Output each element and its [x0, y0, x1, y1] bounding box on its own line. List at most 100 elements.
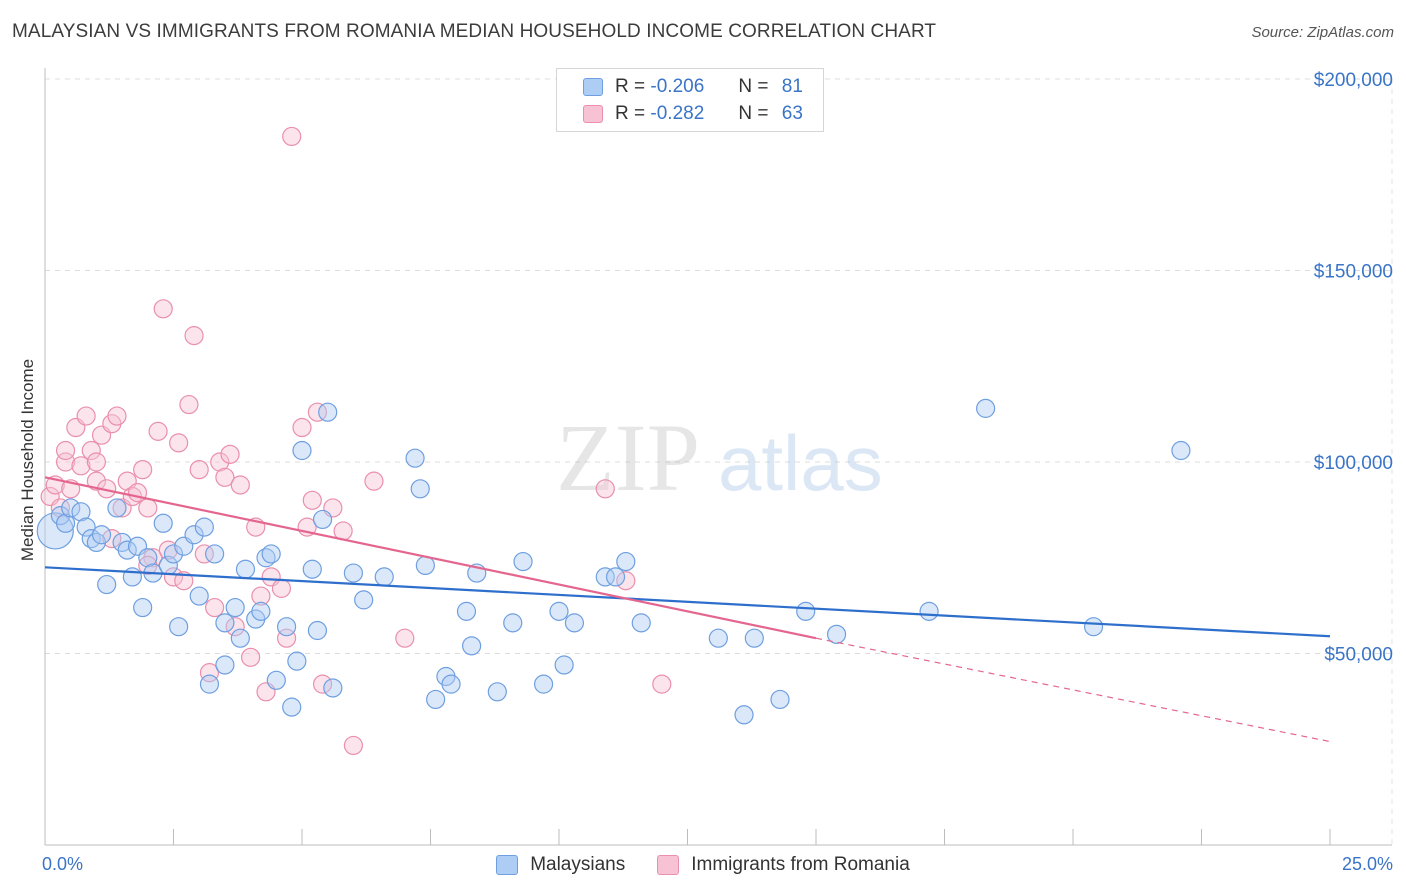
malaysian-point — [976, 398, 996, 418]
malaysian-point — [76, 517, 96, 537]
malaysian-point — [595, 567, 615, 587]
malaysian-point — [163, 544, 184, 564]
romania-point — [55, 452, 76, 472]
malaysian-point — [81, 528, 101, 549]
romania-point — [55, 440, 76, 461]
legend-r-value: -0.206 — [650, 76, 705, 97]
romania-point — [184, 326, 204, 346]
malaysian-point — [564, 613, 585, 633]
malaysian-point — [97, 574, 117, 595]
y-tick-label: $50,000 — [1324, 645, 1393, 666]
romania-point — [199, 663, 220, 683]
malaysian-point — [91, 525, 112, 545]
malaysian-point — [287, 651, 307, 671]
legend-row-malaysians: R = -0.206 N = 81 — [583, 75, 803, 99]
romania-point — [220, 444, 240, 464]
malaysian-point — [323, 678, 343, 698]
y-tick-label: $150,000 — [1314, 262, 1393, 283]
romania-point — [282, 126, 302, 147]
romania-point — [148, 421, 168, 441]
watermark-atlas: atlas — [718, 419, 883, 507]
malaysian-point — [441, 674, 461, 694]
legend-r-value: -0.282 — [650, 103, 705, 124]
series-malaysians-points — [36, 398, 1191, 725]
bottom-legend-swatch-pink — [657, 855, 680, 875]
romania-point — [210, 452, 230, 472]
malaysian-point — [533, 674, 554, 694]
legend-swatch-blue — [583, 78, 603, 96]
romania-point — [271, 578, 292, 598]
romania-point — [205, 597, 225, 618]
malaysian-point — [169, 617, 189, 637]
watermark-zip: ZIP — [556, 404, 700, 511]
malaysian-point — [133, 597, 153, 618]
malaysian-point — [256, 548, 276, 568]
malaysian-point — [549, 601, 569, 621]
malaysian-point — [225, 597, 245, 618]
x-tick-label: 25.0% — [1342, 854, 1393, 874]
legend-n-value: 63 — [781, 103, 803, 124]
legend-swatch-pink — [583, 105, 603, 123]
legend-box: R = -0.206 N = 81 R = -0.282 N = 63 — [556, 68, 824, 132]
romania-point — [395, 628, 415, 648]
romania-point — [81, 440, 101, 461]
malaysian-point — [796, 601, 816, 621]
axes — [44, 68, 1392, 846]
romania-point — [86, 471, 107, 491]
grid-lines — [45, 78, 1393, 845]
romania-point — [76, 406, 96, 426]
malaysian-point — [343, 563, 363, 583]
romania-point — [307, 402, 328, 422]
trend-line-malaysians — [44, 566, 1331, 638]
romania-point — [225, 617, 245, 637]
malaysian-point — [71, 502, 91, 522]
malaysian-point — [36, 512, 74, 550]
malaysian-point — [554, 655, 574, 675]
legend-row-romania: R = -0.282 N = 63 — [583, 102, 803, 126]
malaysian-point — [312, 509, 333, 530]
malaysian-point — [107, 498, 127, 518]
malaysian-point — [1171, 440, 1191, 461]
romania-point — [194, 544, 214, 564]
y-tick-label: $200,000 — [1314, 70, 1393, 91]
romania-point — [107, 406, 127, 426]
malaysian-point — [292, 440, 312, 461]
malaysian-point — [708, 628, 728, 648]
x-tick-label: 0.0% — [42, 854, 83, 874]
malaysian-point — [276, 617, 297, 637]
malaysian-point — [456, 601, 477, 621]
romania-point — [153, 299, 173, 319]
romania-point — [312, 674, 333, 694]
romania-point — [102, 528, 122, 549]
malaysian-point — [462, 636, 482, 656]
bottom-legend-malaysians: Malaysians — [496, 854, 625, 876]
legend-n-value: 81 — [781, 76, 803, 97]
romania-point — [292, 417, 312, 438]
malaysian-point — [215, 613, 235, 633]
malaysian-point — [616, 551, 636, 572]
malaysian-point — [1083, 617, 1104, 637]
romania-point — [138, 498, 158, 518]
malaysian-point — [410, 479, 430, 499]
malaysian-point — [189, 586, 209, 606]
romania-point — [251, 586, 271, 606]
malaysian-point — [153, 513, 173, 533]
romania-point — [343, 735, 363, 756]
malaysian-point — [374, 567, 394, 587]
malaysian-point — [61, 498, 81, 518]
malaysian-point — [55, 513, 76, 533]
romania-point — [169, 433, 189, 453]
legend-n-label: N = — [738, 76, 769, 97]
romania-point — [241, 647, 261, 667]
malaysian-point — [744, 628, 764, 648]
malaysian-point — [261, 544, 281, 564]
malaysian-point — [919, 601, 939, 621]
malaysian-point — [282, 697, 302, 717]
malaysian-point — [734, 705, 754, 725]
malaysian-point — [318, 402, 338, 422]
bottom-legend-romania: Immigrants from Romania — [657, 854, 910, 876]
malaysian-point — [354, 590, 374, 610]
trend-line-romania-extension — [815, 637, 1331, 743]
malaysian-point — [426, 689, 446, 710]
malaysian-point — [487, 682, 507, 702]
